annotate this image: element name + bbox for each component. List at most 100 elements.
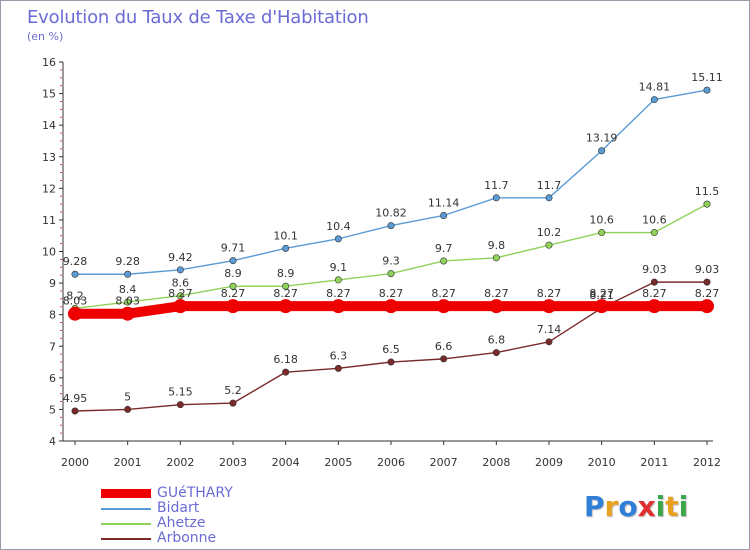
x-tick-label: 2007 (430, 456, 458, 469)
x-tick-label: 2001 (114, 456, 142, 469)
series-point-guthary (278, 299, 293, 314)
data-label-guthary: 8.27 (168, 287, 193, 300)
legend-swatch (101, 522, 151, 525)
data-label-bidart: 10.82 (375, 207, 407, 220)
series-point-bidart (124, 270, 132, 278)
data-label-ahetze: 9.7 (435, 242, 453, 255)
y-tick-label: 6 (49, 372, 56, 385)
series-point-bidart (545, 194, 553, 202)
series-point-arbonne (176, 401, 184, 409)
series-point-guthary (647, 299, 662, 314)
x-tick-label: 2008 (482, 456, 510, 469)
data-label-guthary: 8.27 (431, 287, 456, 300)
data-label-arbonne: 9.03 (642, 263, 667, 276)
data-label-guthary: 8.27 (537, 287, 562, 300)
y-tick-label: 10 (42, 246, 56, 259)
series-point-arbonne (440, 355, 448, 363)
series-point-bidart (650, 96, 658, 104)
data-label-guthary: 8.27 (221, 287, 246, 300)
y-tick-label: 5 (49, 403, 56, 416)
series-point-ahetze (387, 270, 395, 278)
data-label-arbonne: 9.03 (695, 263, 720, 276)
data-label-guthary: 8.27 (642, 287, 667, 300)
x-tick-label: 2000 (61, 456, 89, 469)
data-label-bidart: 9.28 (63, 255, 88, 268)
data-label-ahetze: 10.6 (589, 214, 614, 227)
x-tick-label: 2012 (693, 456, 721, 469)
legend-label: GUéTHARY (157, 485, 233, 501)
logo-letter: r (604, 490, 619, 523)
series-point-bidart (282, 244, 290, 252)
proxiti-logo: Proxiti (584, 490, 688, 523)
series-point-ahetze (440, 257, 448, 265)
data-label-ahetze: 8.9 (277, 267, 295, 280)
legend-item: Bidart (101, 501, 233, 516)
data-label-guthary: 8.03 (63, 295, 88, 308)
data-label-ahetze: 8.9 (224, 267, 242, 280)
legend-label: Arbonne (157, 530, 217, 546)
series-point-ahetze (334, 276, 342, 284)
data-label-bidart: 15.11 (691, 71, 723, 84)
series-point-bidart (387, 222, 395, 230)
series-point-bidart (598, 147, 606, 155)
y-tick-label: 7 (49, 340, 56, 353)
data-label-arbonne: 7.14 (537, 323, 562, 336)
data-label-ahetze: 8.4 (119, 283, 137, 296)
series-point-bidart (334, 235, 342, 243)
data-label-arbonne: 4.95 (63, 392, 88, 405)
logo-letter: x (637, 490, 656, 523)
logo-letter: o (618, 490, 638, 523)
series-point-arbonne (334, 364, 342, 372)
series-point-guthary (489, 299, 504, 314)
chart-title: Evolution du Taux de Taxe d'Habitation (27, 7, 369, 28)
data-label-arbonne: 6.8 (488, 334, 506, 347)
data-label-ahetze: 8.2 (66, 289, 84, 302)
data-label-bidart: 10.1 (273, 229, 298, 242)
data-label-bidart: 9.71 (221, 242, 246, 255)
data-label-bidart: 9.42 (168, 251, 193, 264)
series-point-ahetze (124, 298, 132, 306)
data-label-arbonne: 8.21 (589, 289, 614, 302)
logo-letter: i (678, 490, 689, 523)
series-point-arbonne (229, 399, 237, 407)
data-label-ahetze: 11.5 (695, 185, 720, 198)
y-tick-label: 4 (49, 435, 56, 448)
data-label-bidart: 11.14 (428, 196, 460, 209)
data-label-guthary: 8.27 (326, 287, 351, 300)
y-tick-label: 9 (49, 277, 56, 290)
series-point-bidart (703, 86, 711, 94)
series-point-arbonne (545, 338, 553, 346)
legend-swatch (101, 507, 151, 510)
series-point-ahetze (598, 229, 606, 237)
data-label-arbonne: 5 (124, 390, 131, 403)
series-point-arbonne (124, 405, 132, 413)
series-point-guthary (226, 299, 240, 314)
x-tick-label: 2003 (219, 456, 247, 469)
series-point-guthary (331, 299, 346, 314)
data-label-guthary: 8.27 (379, 287, 404, 300)
series-point-arbonne (282, 368, 290, 376)
series-line-bidart (74, 89, 708, 275)
series-point-bidart (71, 270, 79, 278)
data-label-arbonne: 6.18 (273, 353, 298, 366)
y-tick-label: 13 (42, 151, 56, 164)
legend-label: Ahetze (157, 515, 206, 531)
y-tick-label: 8 (49, 309, 56, 322)
data-label-ahetze: 8.6 (172, 277, 190, 290)
data-label-bidart: 10.4 (326, 220, 351, 233)
legend-swatch (101, 537, 151, 540)
data-label-arbonne: 6.6 (435, 340, 453, 353)
data-label-ahetze: 9.1 (330, 261, 348, 274)
logo-letter: i (655, 490, 666, 523)
data-label-ahetze: 10.2 (537, 226, 562, 239)
series-point-ahetze (703, 200, 711, 208)
data-label-bidart: 13.19 (586, 132, 618, 145)
data-label-guthary: 8.27 (695, 287, 720, 300)
series-point-arbonne (492, 349, 500, 357)
x-tick-label: 2009 (535, 456, 563, 469)
chart-legend: GUéTHARY Bidart Ahetze Arbonne (101, 486, 233, 546)
series-point-ahetze (492, 254, 500, 262)
x-tick-label: 2002 (166, 456, 194, 469)
series-point-ahetze (282, 282, 290, 290)
